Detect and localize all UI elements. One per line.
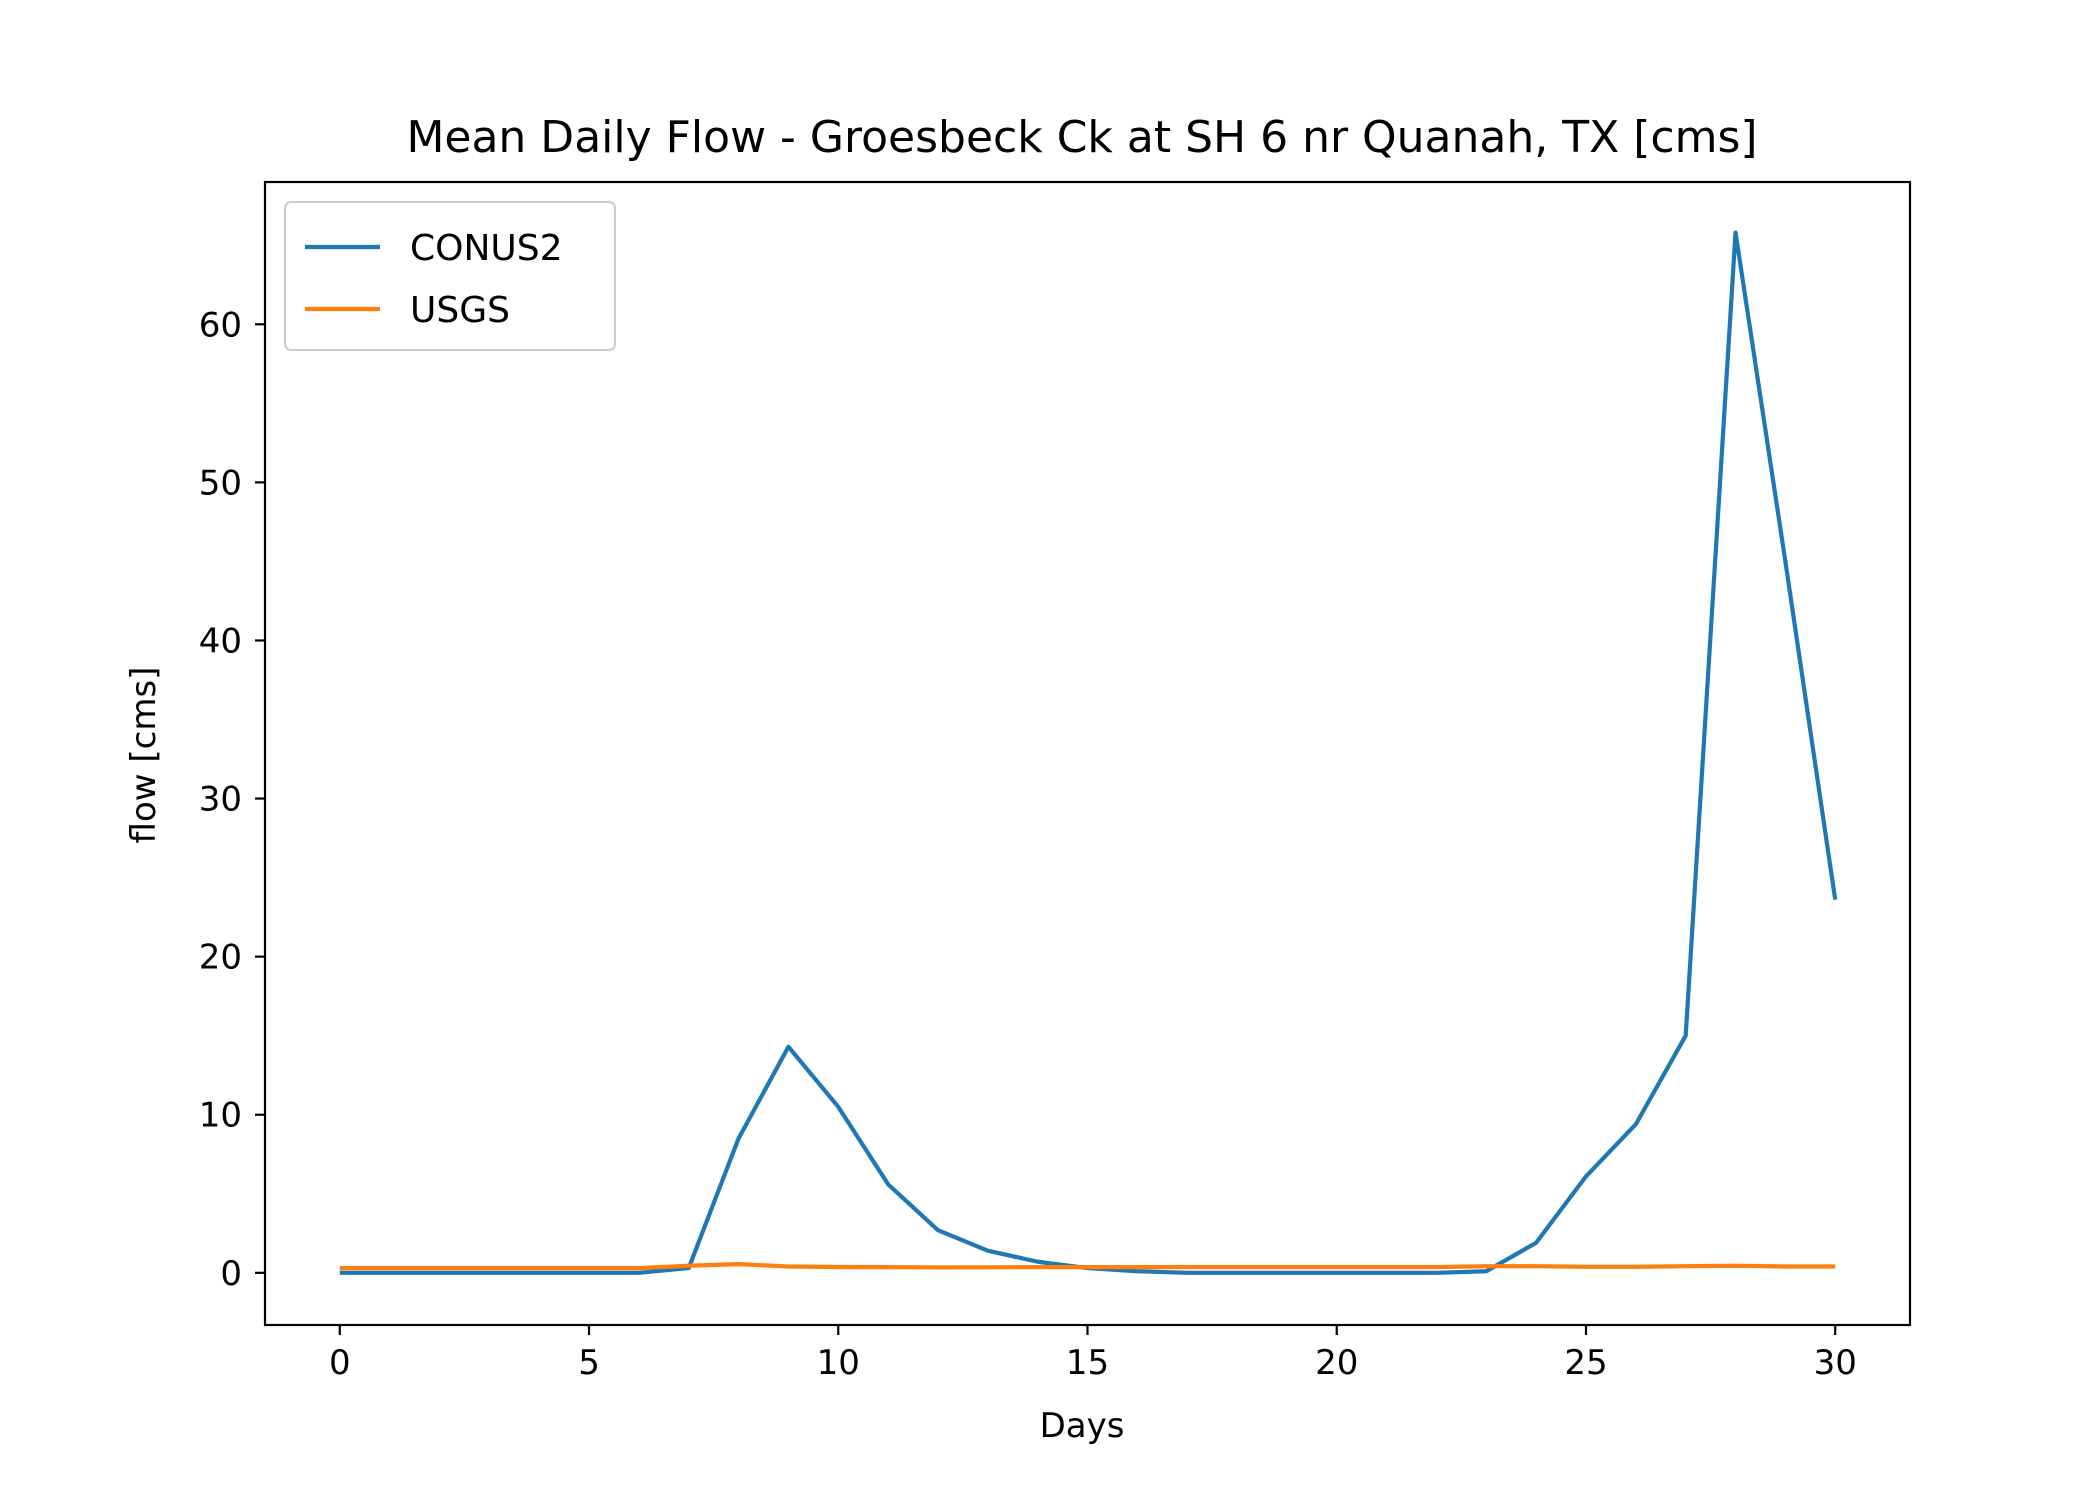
y-tick-label: 10 — [199, 1096, 242, 1136]
legend-box — [284, 201, 616, 351]
x-tick-label: 30 — [1814, 1343, 1857, 1383]
y-axis-label: flow [cms] — [124, 667, 164, 844]
y-tick-label: 40 — [199, 621, 242, 661]
x-tick-label: 20 — [1315, 1343, 1358, 1383]
y-tick-label: 30 — [199, 780, 242, 820]
y-tick-label: 60 — [199, 305, 242, 345]
y-tick-label: 0 — [220, 1254, 242, 1294]
x-tick-label: 0 — [329, 1343, 351, 1383]
series-line-usgs — [339, 1262, 1836, 1271]
chart-title: Mean Daily Flow - Groesbeck Ck at SH 6 n… — [406, 112, 1757, 163]
legend-label-usgs: USGS — [410, 290, 510, 331]
y-tick-label: 20 — [199, 938, 242, 978]
legend: CONUS2 USGS — [284, 201, 616, 351]
x-tick-label: 25 — [1564, 1343, 1607, 1383]
axes: 0 5 10 15 20 25 30 0 10 20 30 40 50 60 — [199, 180, 1912, 1383]
y-tick-label: 50 — [199, 463, 242, 503]
x-axis-label: Days — [1040, 1406, 1125, 1446]
x-tick-label: 10 — [817, 1343, 860, 1383]
x-tick-label: 15 — [1066, 1343, 1109, 1383]
legend-label-conus2: CONUS2 — [410, 228, 563, 269]
x-tick-label: 5 — [578, 1343, 600, 1383]
plot-area — [339, 230, 1838, 1275]
